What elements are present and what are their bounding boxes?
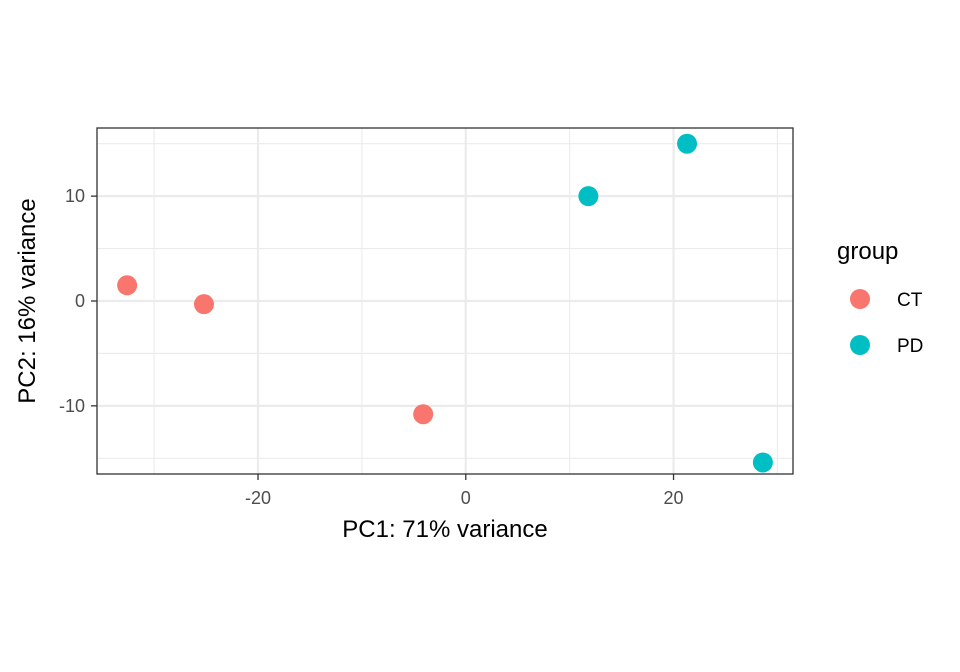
point-pd: [578, 186, 599, 207]
major-gridlines: [97, 128, 793, 474]
y-axis-ticks: -10 0 10: [59, 186, 97, 416]
y-tick-label: 10: [65, 186, 85, 206]
point-pd: [677, 133, 698, 154]
legend-label-ct: CT: [897, 290, 923, 311]
point-ct: [117, 275, 138, 296]
legend: group CT PD: [837, 238, 923, 357]
y-tick-label: -10: [59, 396, 85, 416]
legend-key-ct: [850, 289, 870, 309]
point-ct: [193, 294, 214, 315]
x-tick-label: 20: [664, 488, 684, 508]
y-axis-title: PC2: 16% variance: [14, 198, 41, 403]
x-tick-label: 0: [461, 488, 471, 508]
legend-items: CT PD: [850, 289, 923, 357]
point-pd: [752, 452, 773, 473]
x-axis-title: PC1: 71% variance: [342, 516, 547, 543]
legend-title: group: [837, 238, 898, 265]
legend-label-pd: PD: [897, 336, 923, 357]
point-ct: [413, 404, 434, 425]
x-tick-label: -20: [245, 488, 271, 508]
x-axis-ticks: -20 0 20: [245, 474, 684, 508]
plot-panel: [96, 127, 794, 475]
legend-key-pd: [850, 335, 870, 355]
y-tick-label: 0: [75, 291, 85, 311]
data-points: [117, 133, 773, 473]
